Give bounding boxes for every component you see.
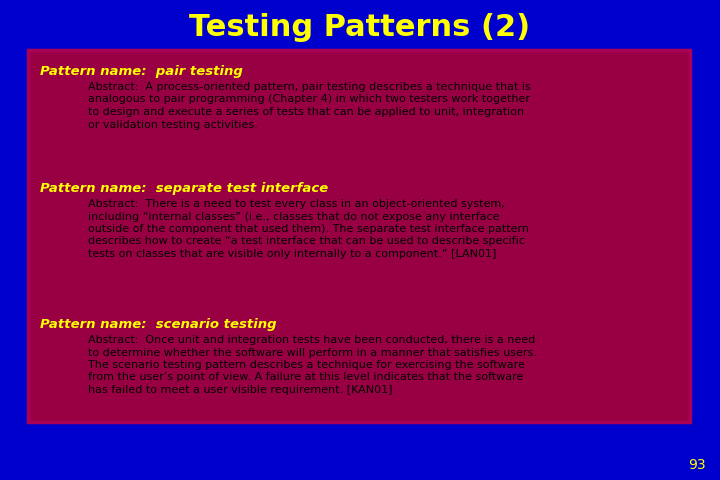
Text: analogous to pair programming (Chapter 4) in which two testers work together: analogous to pair programming (Chapter 4… bbox=[88, 95, 530, 105]
Text: Abstract:  A process-oriented pattern, pair testing describes a technique that i: Abstract: A process-oriented pattern, pa… bbox=[88, 82, 531, 92]
Text: The scenario testing pattern describes a technique for exercising the software: The scenario testing pattern describes a… bbox=[88, 360, 525, 370]
Text: or validation testing activities.: or validation testing activities. bbox=[88, 120, 258, 130]
Text: Abstract:  Once unit and integration tests have been conducted, there is a need: Abstract: Once unit and integration test… bbox=[88, 335, 535, 345]
Text: Pattern name:  scenario testing: Pattern name: scenario testing bbox=[40, 318, 276, 331]
Text: to design and execute a series of tests that can be applied to unit, integration: to design and execute a series of tests … bbox=[88, 107, 524, 117]
Text: from the user’s point of view. A failure at this level indicates that the softwa: from the user’s point of view. A failure… bbox=[88, 372, 523, 383]
Text: Abstract:  There is a need to test every class in an object-oriented system,: Abstract: There is a need to test every … bbox=[88, 199, 505, 209]
Text: including “internal classes” (i.e., classes that do not expose any interface: including “internal classes” (i.e., clas… bbox=[88, 212, 500, 221]
Text: Pattern name:  separate test interface: Pattern name: separate test interface bbox=[40, 182, 328, 195]
Text: to determine whether the software will perform in a manner that satisfies users.: to determine whether the software will p… bbox=[88, 348, 537, 358]
Text: Testing Patterns (2): Testing Patterns (2) bbox=[189, 12, 531, 41]
Text: 93: 93 bbox=[688, 458, 706, 472]
Text: tests on classes that are visible only internally to a component.” [LAN01]: tests on classes that are visible only i… bbox=[88, 249, 496, 259]
Text: has failed to meet a user visible requirement. [KAN01]: has failed to meet a user visible requir… bbox=[88, 385, 392, 395]
FancyBboxPatch shape bbox=[28, 50, 690, 422]
Text: describes how to create “a test interface that can be used to describe specific: describes how to create “a test interfac… bbox=[88, 237, 525, 247]
Text: outside of the component that used them). The separate test interface pattern: outside of the component that used them)… bbox=[88, 224, 529, 234]
Text: Pattern name:  pair testing: Pattern name: pair testing bbox=[40, 65, 243, 78]
